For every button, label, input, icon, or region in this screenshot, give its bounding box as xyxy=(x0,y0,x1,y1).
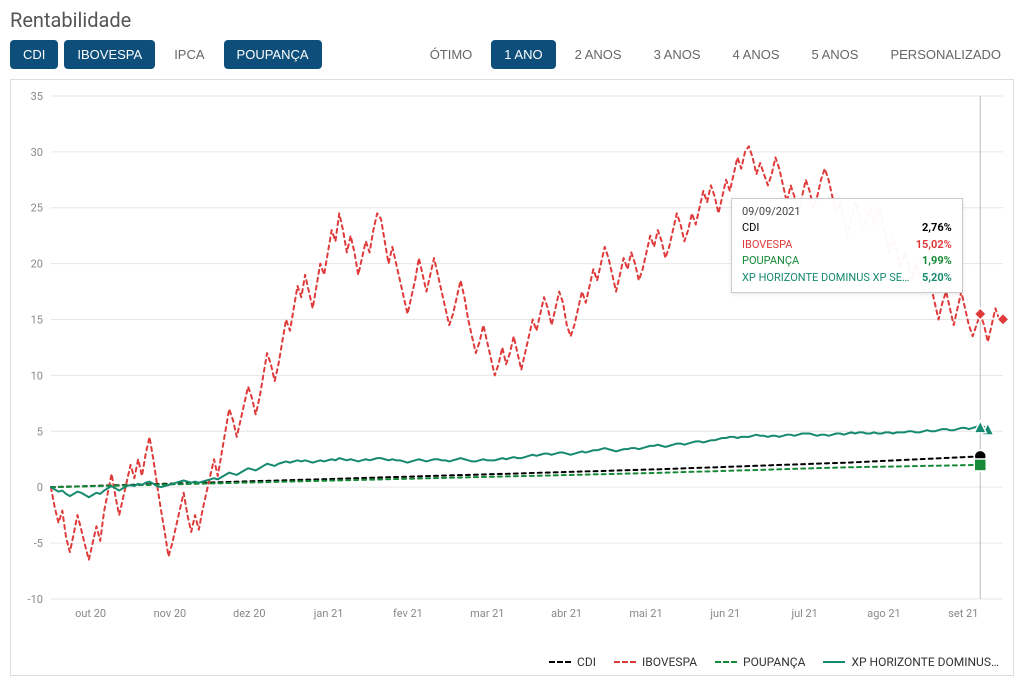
svg-text:35: 35 xyxy=(31,90,43,103)
svg-text:5: 5 xyxy=(37,425,43,438)
legend-item[interactable]: IBOVESPA xyxy=(614,655,697,669)
chart-container: -10 -5 0 5 10 15 20 25 30 35 out 20 nov 20 dez 20 jan… xyxy=(10,79,1014,676)
svg-text:15: 15 xyxy=(31,314,43,327)
svg-text:jul 21: jul 21 xyxy=(790,607,817,620)
range-btn-1-ano[interactable]: 1 ANO xyxy=(491,40,555,69)
svg-text:ago 21: ago 21 xyxy=(867,607,900,620)
series-btn-poupança[interactable]: POUPANÇA xyxy=(224,40,322,69)
svg-text:-5: -5 xyxy=(34,537,43,550)
range-btn-personalizado[interactable]: PERSONALIZADO xyxy=(877,40,1014,69)
range-btn-5-anos[interactable]: 5 ANOS xyxy=(799,40,872,69)
svg-text:25: 25 xyxy=(31,202,43,215)
range-btn-ótimo[interactable]: ÓTIMO xyxy=(417,40,486,69)
range-btn-2-anos[interactable]: 2 ANOS xyxy=(562,40,635,69)
svg-text:out 20: out 20 xyxy=(75,607,106,620)
range-buttons: ÓTIMO1 ANO2 ANOS3 ANOS4 ANOS5 ANOSPERSON… xyxy=(417,40,1014,69)
svg-text:30: 30 xyxy=(31,146,43,159)
page-title: Rentabilidade xyxy=(10,8,1014,32)
legend-item[interactable]: XP HORIZONTE DOMINUS… xyxy=(823,655,999,669)
svg-text:dez 20: dez 20 xyxy=(233,607,266,620)
series-btn-ipca[interactable]: IPCA xyxy=(161,40,217,69)
controls-row: CDIIBOVESPAIPCAPOUPANÇA ÓTIMO1 ANO2 ANOS… xyxy=(10,40,1014,69)
legend: CDI IBOVESPA POUPANÇA XP HORIZONTE DOMINUS… xyxy=(11,649,1013,675)
svg-text:jan 21: jan 21 xyxy=(313,607,344,620)
svg-text:jun 21: jun 21 xyxy=(709,607,740,620)
svg-text:20: 20 xyxy=(31,258,43,271)
chart[interactable]: -10 -5 0 5 10 15 20 25 30 35 out 20 nov 20 dez 20 jan… xyxy=(11,80,1013,649)
svg-text:0: 0 xyxy=(37,481,43,494)
range-btn-3-anos[interactable]: 3 ANOS xyxy=(641,40,714,69)
svg-text:abr 21: abr 21 xyxy=(551,607,582,620)
svg-text:10: 10 xyxy=(31,369,43,382)
series-btn-ibovespa[interactable]: IBOVESPA xyxy=(64,40,155,69)
svg-text:set 21: set 21 xyxy=(948,607,978,620)
series-buttons: CDIIBOVESPAIPCAPOUPANÇA xyxy=(10,40,322,69)
svg-text:-10: -10 xyxy=(28,593,43,606)
svg-text:mar 21: mar 21 xyxy=(470,607,504,620)
svg-text:fev 21: fev 21 xyxy=(393,607,423,620)
legend-item[interactable]: POUPANÇA xyxy=(715,655,805,669)
range-btn-4-anos[interactable]: 4 ANOS xyxy=(720,40,793,69)
svg-text:mai 21: mai 21 xyxy=(629,607,662,620)
legend-item[interactable]: CDI xyxy=(549,655,596,669)
svg-text:nov 20: nov 20 xyxy=(154,607,187,620)
series-btn-cdi[interactable]: CDI xyxy=(10,40,58,69)
header: Rentabilidade CDIIBOVESPAIPCAPOUPANÇA ÓT… xyxy=(10,8,1014,69)
